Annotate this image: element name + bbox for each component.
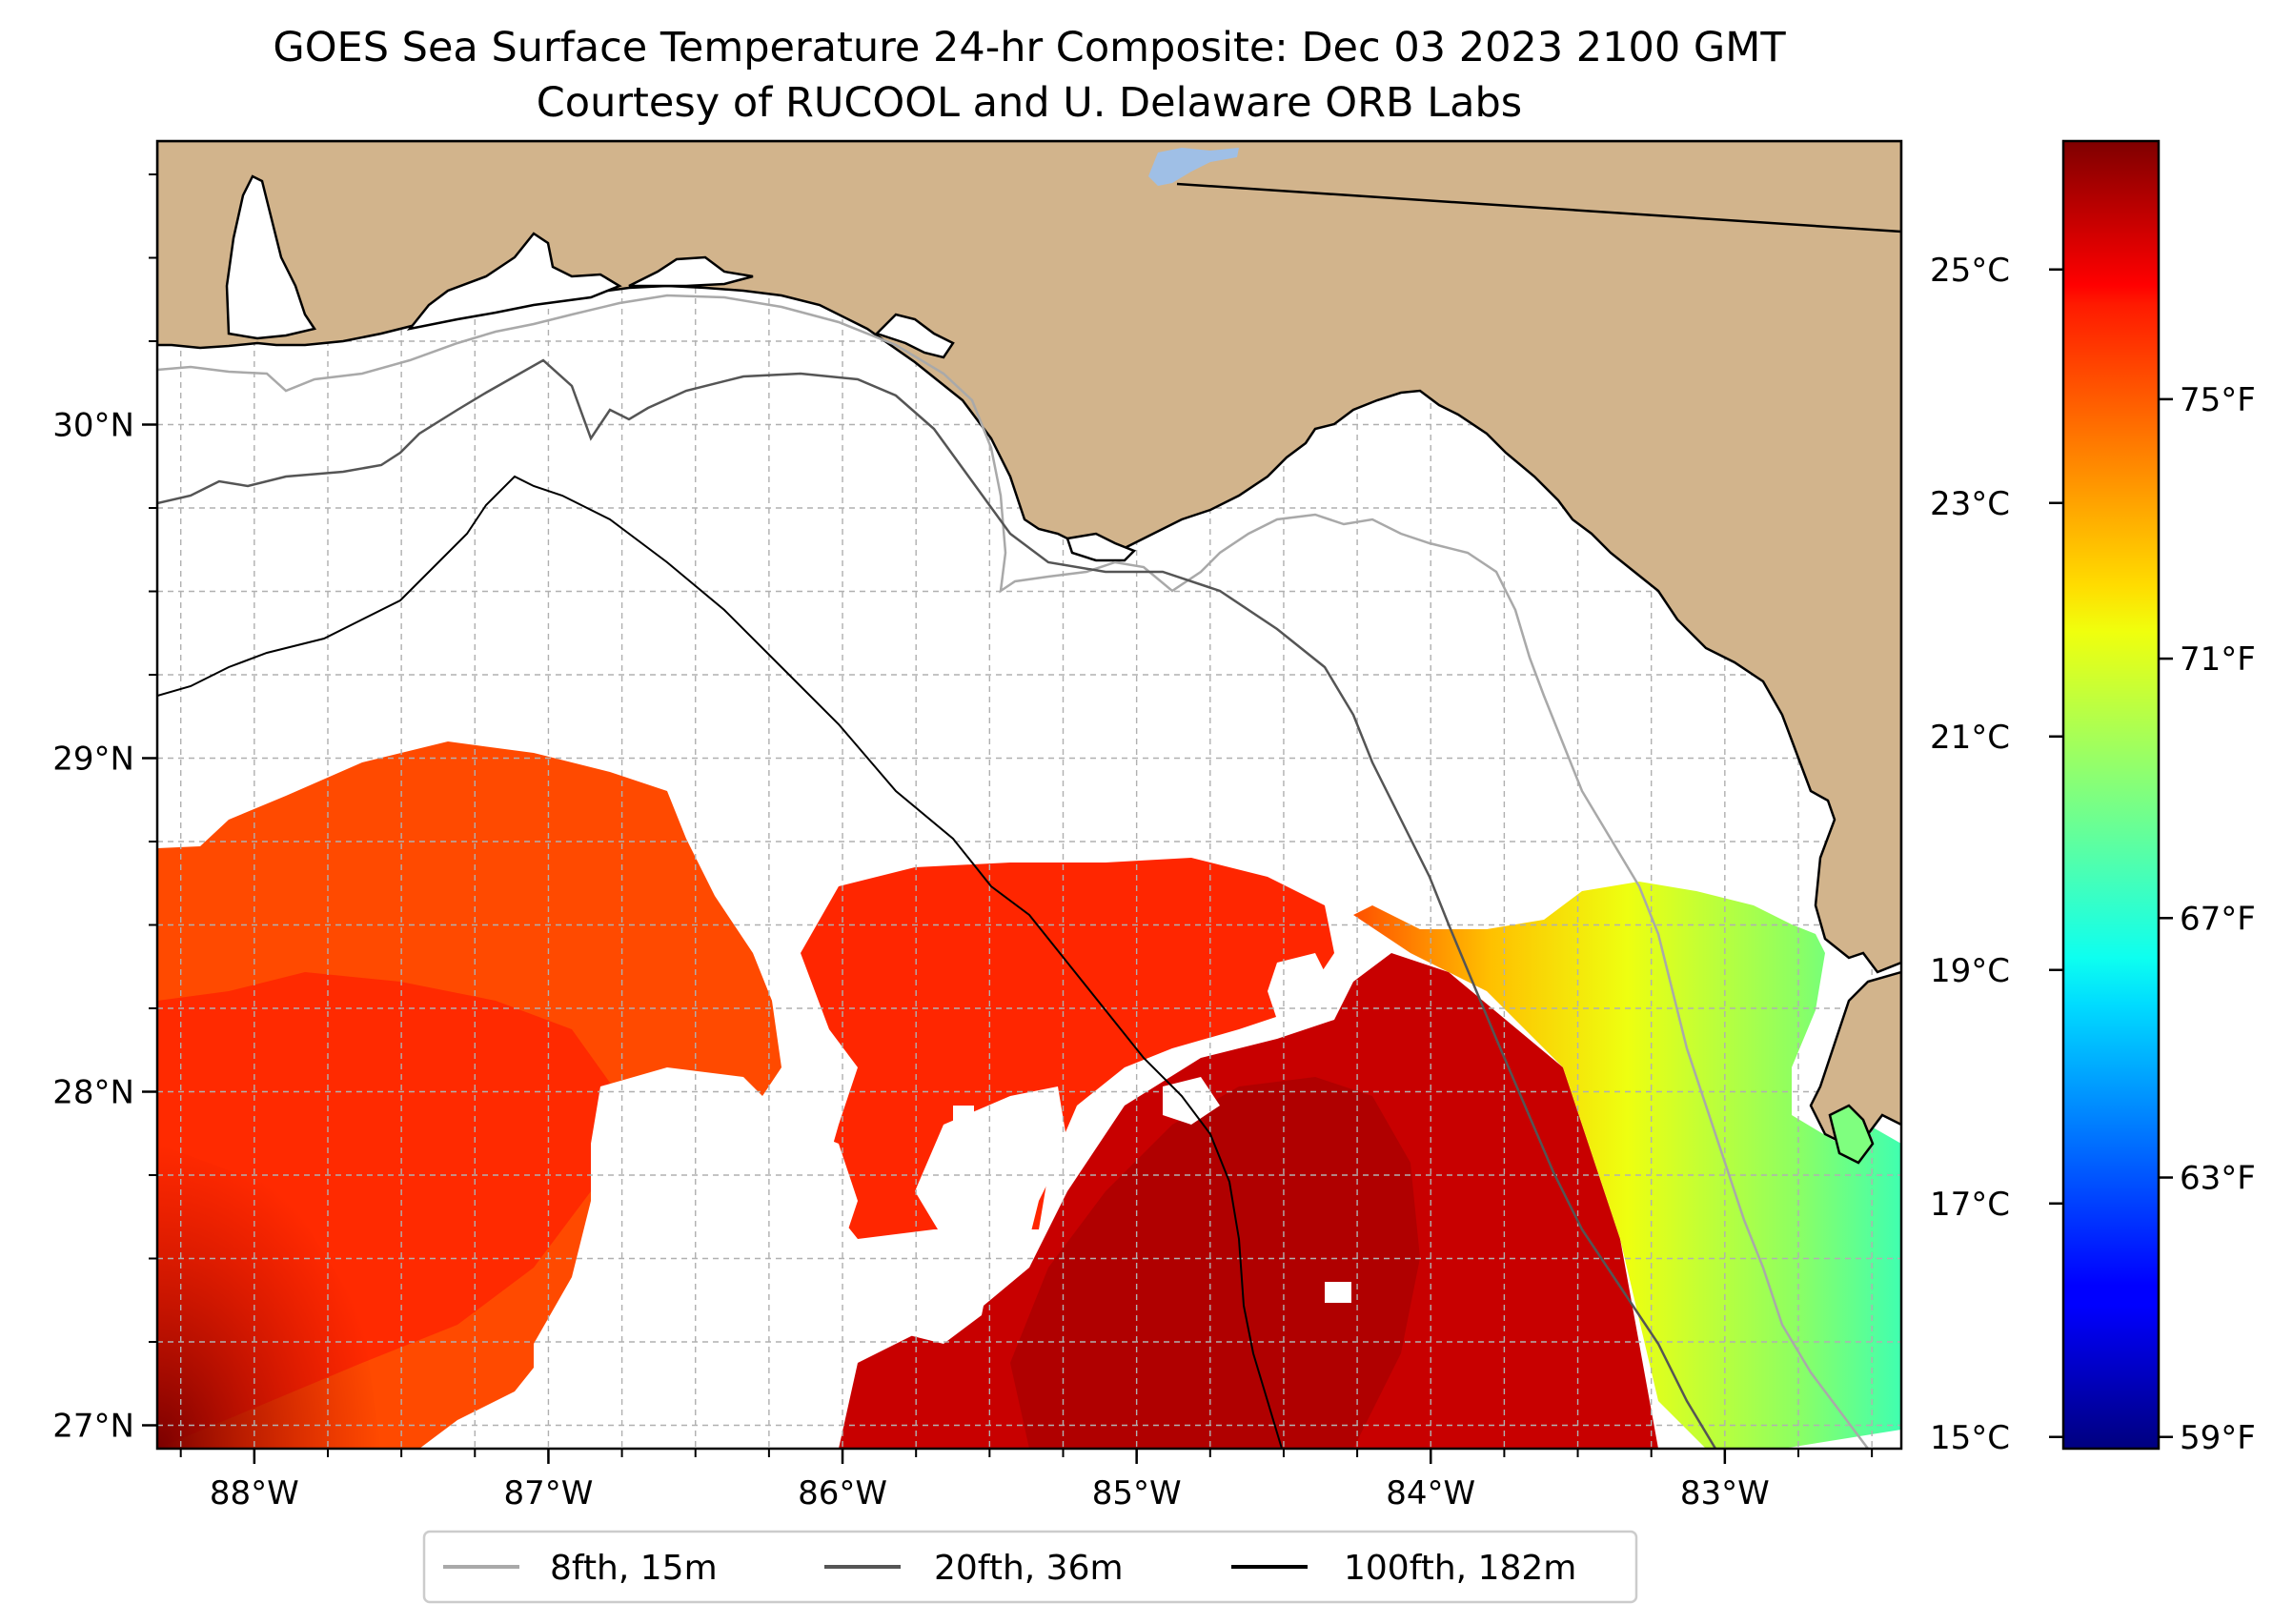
sst-region-southwest-dark [157,1144,381,1449]
no-data-gap-5 [1163,1077,1220,1125]
apalachicola-bay-water [1065,532,1137,562]
land-layer [157,141,1901,1165]
map-axis-ticks: 88°W 87°W 86°W 85°W 84°W 83°W 27°N 28°N 29°N 30°N [52,173,1874,1512]
sst-region-east-coastal [1353,882,1901,1449]
lon-tick-label: 84°W [1386,1474,1475,1512]
no-data-gap-2 [915,1086,1067,1258]
celsius-tick-label: 15°C [1930,1419,2010,1457]
colorbar-gradient [2061,139,2161,1451]
contour-100fth [157,475,1283,1449]
celsius-tick-label: 23°C [1930,485,2010,523]
celsius-tick-label: 21°C [1930,719,2010,757]
tampa-bay-water [1828,1104,1875,1165]
fahrenheit-tick-label: 71°F [2180,640,2256,679]
map-frame [155,139,1903,1451]
mobile-bay-water [225,174,317,340]
fahrenheit-tick-label: 59°F [2180,1419,2256,1457]
pensacola-bay-water [406,232,622,331]
map-area[interactable] [157,141,1901,1449]
celsius-tick-label: 25°C [1930,252,2010,290]
legend-label-8fth: 8fth, 15m [550,1549,718,1588]
sst-region-central [801,858,1334,1239]
fahrenheit-tick-label: 67°F [2180,900,2256,938]
contour-20fth [157,358,1717,1449]
legend-label-20fth: 20fth, 36m [934,1549,1124,1588]
st-andrew-bay-water [874,313,955,359]
no-data-pixel-1 [1325,1282,1351,1303]
lat-tick-label: 29°N [52,741,134,779]
state-border-line [1176,182,1901,233]
depth-contours [157,294,1869,1449]
celsius-tick-label: 17°C [1930,1186,2010,1224]
chart-title-line2: Courtesy of RUCOOL and U. Delaware ORB L… [537,79,1522,127]
contour-8fth [157,294,1869,1449]
colorbar-ticks: 15°C 17°C 19°C 21°C 23°C 25°C 59°F 63°F 67°F 71°F… [1930,252,2256,1457]
no-data-gap-1 [534,1067,858,1411]
no-data-pixel-2 [515,1401,553,1422]
lon-tick-label: 88°W [210,1474,299,1512]
lon-tick-label: 85°W [1092,1474,1182,1512]
no-data-gap-3 [896,1258,991,1344]
lon-tick-label: 87°W [503,1474,593,1512]
sst-region-south-core [1010,1077,1420,1449]
legend-box [422,1530,1638,1604]
lat-tick-label: 30°N [52,407,134,445]
legend-label-100fth: 100fth, 182m [1344,1549,1576,1588]
lake-seminole [1148,148,1239,186]
choctaw-bay-water [628,255,754,288]
chart-title-line1: GOES Sea Surface Temperature 24-hr Compo… [273,24,1786,71]
lat-tick-label: 28°N [52,1074,134,1112]
fahrenheit-tick-label: 63°F [2180,1160,2256,1198]
depth-legend: 8fth, 15m 20fth, 36m 100fth, 182m [422,1530,1638,1604]
celsius-tick-label: 19°C [1930,952,2010,990]
lon-tick-label: 83°W [1680,1474,1770,1512]
fahrenheit-tick-label: 75°F [2180,381,2256,419]
lat-tick-label: 27°N [52,1408,134,1446]
colorbar: 15°C 17°C 19°C 21°C 23°C 25°C 59°F 63°F 67°F 71°F… [1930,139,2256,1457]
no-data-pixel-3 [953,1106,974,1121]
lon-tick-label: 86°W [798,1474,887,1512]
